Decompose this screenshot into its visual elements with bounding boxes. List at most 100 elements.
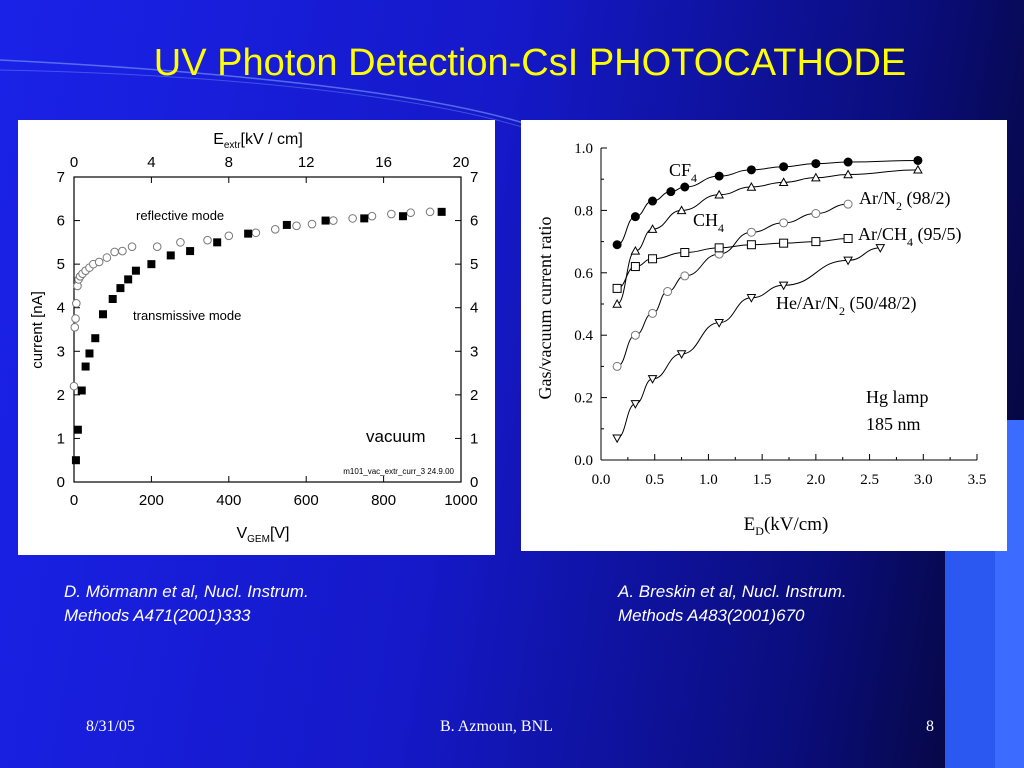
citation-right: A. Breskin et al, Nucl. Instrum. Methods… (618, 580, 847, 628)
data-point (307, 219, 317, 229)
annotation-vacuum: vacuum (366, 427, 426, 446)
citation-left: D. Mörmann et al, Nucl. Instrum. Methods… (64, 580, 309, 628)
data-point (714, 243, 724, 253)
x-tick-label: 2.5 (860, 472, 879, 488)
data-point (71, 456, 80, 465)
data-point (811, 237, 821, 247)
data-point (152, 242, 162, 252)
annotation-lamp: Hg lamp (866, 387, 929, 407)
data-point (251, 228, 261, 238)
data-point (224, 231, 234, 241)
x-tick-label: 1000 (444, 492, 477, 509)
data-point (612, 240, 622, 250)
data-point (680, 271, 690, 281)
data-point (630, 330, 640, 340)
annotation-transmissive: transmissive mode (133, 308, 241, 323)
x-tick-label: 0.5 (645, 472, 664, 488)
footer-author: B. Azmoun, BNL (440, 718, 553, 735)
series-label: Ar/CH4 (95/5) (858, 224, 962, 249)
data-point (147, 260, 156, 269)
data-point (94, 257, 104, 267)
series-CH4 (612, 164, 923, 308)
citation-left-line-2: Methods A471(2001)333 (64, 606, 251, 625)
data-point (73, 425, 82, 434)
data-point (648, 308, 658, 318)
data-point (647, 375, 658, 384)
y-tick-label-right: 5 (470, 256, 478, 273)
data-point (714, 171, 724, 181)
data-point (186, 247, 195, 256)
data-point (714, 189, 725, 199)
data-point (124, 275, 133, 284)
annotation-reflective: reflective mode (136, 208, 224, 223)
data-point (843, 169, 853, 179)
series-He-Ar-N2-50-48-2- (612, 244, 886, 444)
data-point (99, 310, 108, 319)
annotation-wavelength: 185 nm (866, 414, 921, 434)
top-tick-label: 20 (453, 154, 470, 171)
data-point (69, 381, 79, 391)
data-point (70, 323, 80, 332)
data-point (71, 314, 80, 323)
data-point (203, 235, 212, 245)
x-axis-label: ED(kV/cm) (744, 514, 829, 538)
y-tick-label: 0.4 (574, 328, 593, 344)
series-line (616, 169, 918, 305)
data-point (270, 224, 280, 234)
x-tick-label: 2.0 (806, 472, 825, 488)
data-point (406, 208, 415, 218)
x-tick-label: 600 (294, 492, 319, 509)
data-point (779, 238, 789, 248)
data-point (663, 287, 673, 297)
data-point (282, 220, 291, 229)
series-line (616, 247, 881, 439)
data-point (118, 246, 127, 256)
top-axis-label: Eextr[kV / cm] (213, 131, 303, 151)
footer-date: 8/31/05 (86, 718, 135, 735)
data-point (612, 361, 622, 371)
data-point (811, 172, 821, 182)
y-tick-label-right: 2 (470, 387, 478, 404)
data-point (176, 238, 185, 247)
series-line (616, 203, 849, 367)
x-tick-label: 0 (70, 492, 78, 509)
data-point (321, 216, 330, 225)
data-point (714, 319, 725, 328)
data-point (612, 298, 622, 308)
y-tick-label: 1.0 (574, 141, 593, 157)
x-tick-label: 0.0 (592, 472, 611, 488)
y-tick-label-right: 3 (470, 343, 478, 360)
data-point (387, 209, 396, 219)
y-tick-label: 5 (57, 256, 65, 273)
x-tick-label: 200 (139, 492, 164, 509)
slide-title: UV Photon Detection-CsI PHOTOCATHODE (153, 42, 907, 84)
data-point (110, 247, 119, 257)
data-point (630, 245, 641, 255)
y-tick-label-right: 7 (470, 169, 478, 186)
data-point (811, 209, 821, 219)
top-tick-label: 12 (298, 154, 315, 171)
x-tick-label: 800 (371, 492, 396, 509)
data-point (131, 266, 140, 275)
data-point (367, 211, 377, 221)
data-point (328, 216, 338, 225)
data-point (213, 238, 222, 247)
data-point (746, 294, 757, 303)
right-chart-panel: 0.0 0.5 1.0 1.5 2.0 2.5 3.0 3.5 0.0 0.2 0.4 0.6 0.8 1… (521, 120, 1007, 551)
y-axis-label: current [nA] (29, 291, 46, 369)
data-point (779, 218, 789, 228)
data-point (348, 214, 357, 223)
data-point (746, 181, 757, 191)
data-point (77, 386, 86, 395)
data-point (666, 187, 676, 197)
series-CF4 (612, 155, 923, 250)
series-label: He/Ar/N2 (50/48/2) (776, 293, 916, 318)
y-tick-label: 0 (57, 474, 65, 491)
data-point (612, 283, 622, 293)
data-point (425, 207, 435, 217)
data-point (72, 299, 81, 308)
data-point (166, 251, 175, 260)
data-point (91, 334, 100, 343)
citation-right-line-2: Methods A483(2001)670 (618, 606, 805, 625)
